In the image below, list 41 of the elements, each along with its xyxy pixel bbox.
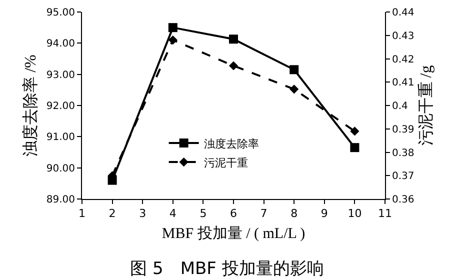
y2-tick-label: 0.44 (392, 8, 414, 18)
point (229, 34, 238, 44)
y2-tick-label: 0.39 (392, 124, 414, 136)
x-tick-label: 9 (320, 207, 328, 220)
x-tick-label: 6 (230, 207, 237, 220)
x-tick-label: 4 (169, 207, 176, 220)
y-tick-label: 93.00 (46, 70, 75, 81)
y-tick-label: 89.00 (46, 194, 75, 206)
y2-tick-label: 0.36 (392, 194, 414, 206)
y2-axis-title: 污泥干重 /g (416, 65, 435, 146)
x-axis-title: MBF 投加量 / ( mL/L ) (162, 225, 306, 242)
y-tick-label: 95.00 (46, 8, 75, 18)
legend-label: 污泥干重 (204, 156, 248, 170)
x-tick-label: 3 (139, 207, 146, 220)
legend-label: 浊度去除率 (204, 137, 259, 150)
y-tick-label: 91.00 (46, 132, 75, 144)
point (350, 143, 360, 152)
x-tick-label: 10 (348, 207, 362, 220)
x-tick-label: 5 (200, 207, 207, 220)
x-tick-label: 11 (378, 207, 392, 220)
y-axis-title: 浊度去除率 /% (21, 54, 40, 156)
x-tick-label: 2 (108, 207, 116, 220)
point (290, 84, 299, 94)
x-tick-label: 8 (290, 207, 298, 220)
y2-tick-label: 0.42 (392, 54, 414, 66)
y-tick-label: 92.00 (46, 101, 75, 112)
point (168, 36, 178, 45)
point (228, 61, 238, 70)
y2-tick-label: 0.37 (392, 171, 414, 182)
point (168, 23, 178, 32)
y2-tick-label: 0.43 (392, 30, 414, 42)
text: 图 5 MBF 投加量的影响 (130, 259, 324, 277)
point (350, 126, 360, 136)
y2-tick-label: 0.4 (392, 101, 408, 112)
y-tick-label: 90.00 (46, 163, 75, 174)
y-tick-label: 94.00 (46, 38, 75, 50)
x-tick-label: 7 (260, 207, 268, 220)
y2-tick-label: 0.41 (392, 78, 414, 89)
point (290, 65, 299, 74)
x-tick-label: 1 (78, 207, 86, 220)
y2-tick-label: 0.38 (392, 148, 414, 159)
